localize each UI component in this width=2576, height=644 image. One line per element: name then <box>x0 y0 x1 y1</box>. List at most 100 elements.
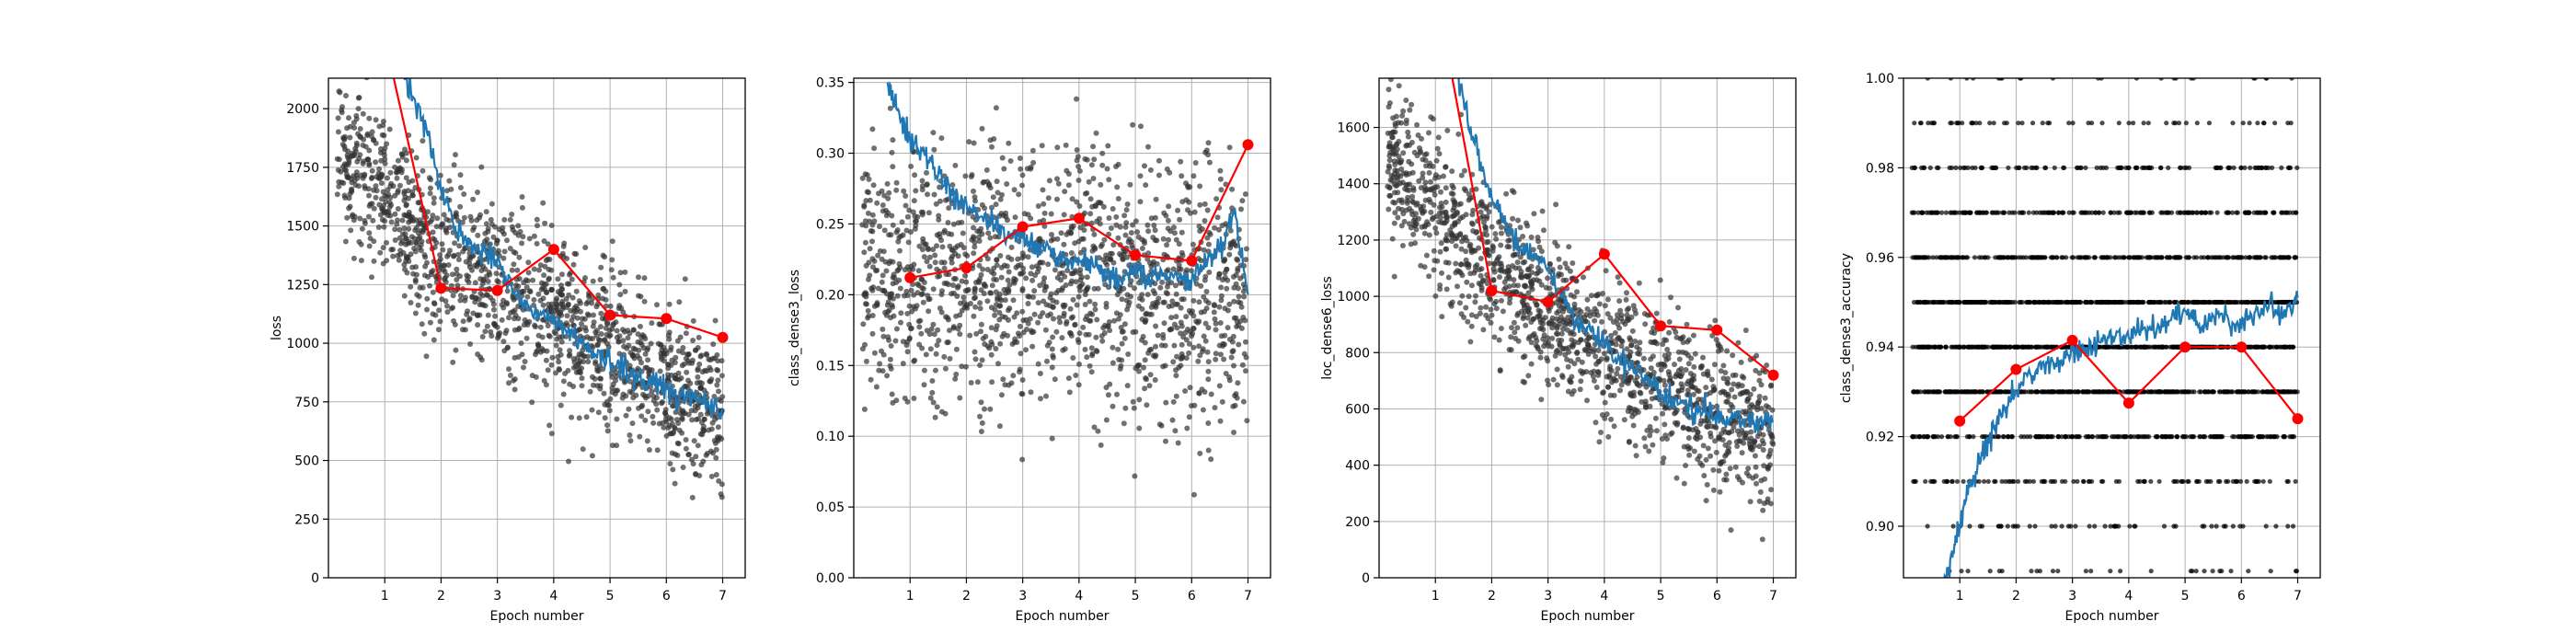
scatter-point <box>675 420 682 426</box>
scatter-point <box>936 213 942 219</box>
scatter-point <box>420 138 426 144</box>
scatter-point <box>534 349 540 355</box>
scatter-point <box>448 186 454 192</box>
scatter-point <box>1517 254 1524 260</box>
scatter-point <box>719 394 726 400</box>
scatter-point <box>938 309 945 316</box>
scatter-point <box>461 191 467 197</box>
scatter-point <box>1050 352 1056 359</box>
scatter-point <box>1140 333 1146 339</box>
scatter-point <box>1443 199 1449 205</box>
scatter-point <box>1478 209 1484 215</box>
scatter-point <box>548 431 555 437</box>
scatter-point <box>490 301 497 307</box>
scatter-point <box>890 164 896 170</box>
scatter-point <box>957 395 963 401</box>
scatter-point <box>1182 388 1189 394</box>
scatter-point <box>993 346 999 351</box>
scatter-point <box>665 425 672 431</box>
scatter-point <box>1082 210 1087 216</box>
scatter-point <box>1489 312 1495 318</box>
scatter-point <box>1757 489 1764 495</box>
scatter-point <box>628 389 635 396</box>
scatter-point <box>415 302 421 308</box>
scatter-point <box>972 356 979 362</box>
scatter-point <box>1506 283 1512 290</box>
scatter-point <box>1476 281 1482 286</box>
scatter-point <box>2006 165 2011 170</box>
scatter-point <box>1616 298 1623 305</box>
scatter-point <box>1028 328 1034 334</box>
scatter-point <box>1386 104 1392 110</box>
scatter-point <box>947 243 953 249</box>
scatter-point <box>1759 437 1765 443</box>
scatter-point <box>1699 462 1706 468</box>
scatter-point <box>895 267 902 273</box>
scatter-point <box>1541 332 1547 339</box>
scatter-point <box>1183 355 1190 362</box>
scatter-point <box>531 296 537 303</box>
scatter-point <box>1510 252 1516 259</box>
scatter-point <box>676 299 683 305</box>
scatter-point <box>1723 471 1730 477</box>
scatter-point <box>1458 246 1465 252</box>
scatter-point <box>998 264 1005 270</box>
scatter-point <box>1142 339 1148 346</box>
scatter-point <box>1227 227 1234 234</box>
scatter-point <box>388 201 395 208</box>
scatter-point <box>1152 214 1158 221</box>
scatter-point <box>1029 343 1036 350</box>
scatter-point <box>1124 201 1131 207</box>
scatter-point <box>1503 190 1510 197</box>
scatter-point <box>1723 391 1730 397</box>
scatter-point <box>1023 347 1029 353</box>
y-tick-label: 0.10 <box>816 430 845 444</box>
scatter-point <box>576 415 582 421</box>
scatter-point <box>581 316 588 322</box>
y-tick-label: 0.30 <box>816 147 845 162</box>
scatter-point <box>567 351 573 358</box>
scatter-point <box>1531 211 1537 217</box>
scatter-point <box>500 339 507 345</box>
scatter-point <box>509 212 515 217</box>
scatter-point <box>701 416 707 422</box>
scatter-point <box>1159 279 1166 285</box>
scatter-point <box>1749 402 1755 408</box>
scatter-point <box>1185 207 1190 213</box>
scatter-point <box>408 251 414 258</box>
scatter-point <box>585 299 592 305</box>
scatter-point <box>419 321 425 328</box>
scatter-point <box>1130 245 1136 251</box>
scatter-point <box>467 341 474 347</box>
scatter-point <box>1567 377 1573 383</box>
scatter-point <box>1420 175 1426 181</box>
scatter-point <box>1685 361 1692 367</box>
scatter-point <box>369 274 374 281</box>
scatter-point <box>1173 373 1179 379</box>
scatter-point <box>1409 101 1415 108</box>
scatter-point <box>1583 318 1589 325</box>
scatter-point <box>403 201 409 208</box>
scatter-point <box>915 318 922 325</box>
scatter-point <box>595 368 602 374</box>
scatter-point <box>978 399 984 406</box>
scatter-point <box>1642 321 1649 328</box>
scatter-point <box>698 385 705 391</box>
scatter-point <box>1217 167 1224 174</box>
scatter-point <box>1744 397 1751 403</box>
scatter-point <box>1101 236 1108 243</box>
scatter-point <box>1600 291 1605 296</box>
scatter-point <box>1660 459 1666 466</box>
scatter-point <box>1688 355 1695 362</box>
scatter-point <box>1214 214 1221 221</box>
scatter-point <box>443 272 450 279</box>
scatter-point <box>700 458 707 465</box>
scatter-point <box>450 293 456 299</box>
scatter-point <box>1529 282 1535 288</box>
scatter-point <box>904 349 911 355</box>
scatter-point <box>1661 455 1667 461</box>
scatter-point <box>468 217 475 224</box>
scatter-point <box>549 354 556 361</box>
scatter-point <box>670 431 676 437</box>
scatter-point <box>1409 198 1416 204</box>
